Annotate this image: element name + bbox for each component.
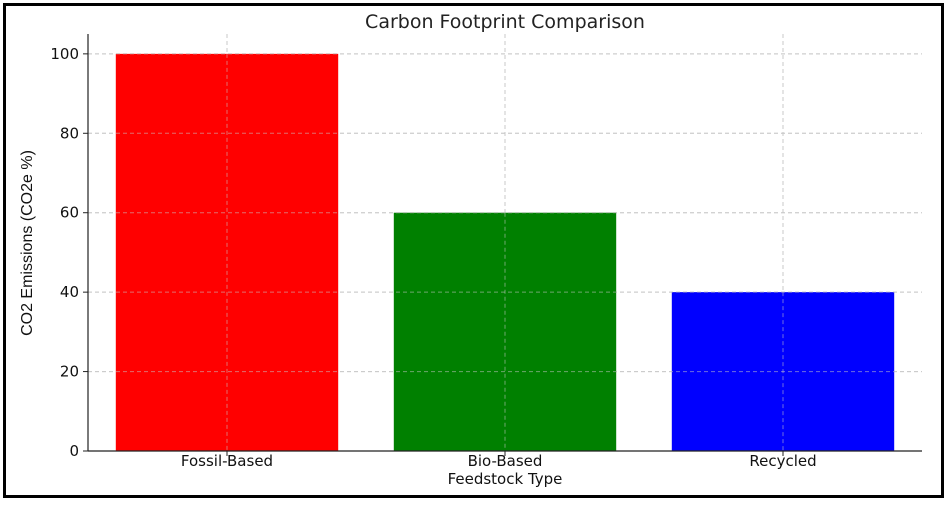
y-tick-label: 0 [69, 442, 79, 460]
x-tick-label: Fossil-Based [181, 452, 273, 470]
y-axis-label: CO2 Emissions (CO2e %) [19, 150, 36, 336]
axes: 0 20 40 60 80 100 Fossil-Based Bio-Based Recycle… [50, 34, 922, 470]
chart-title: Carbon Footprint Comparison [365, 11, 645, 33]
y-tick-label: 60 [60, 204, 79, 222]
x-tick-label: Bio-Based [468, 452, 543, 470]
y-tick-label: 100 [50, 45, 79, 63]
x-tick-label: Recycled [749, 452, 816, 470]
y-tick-label: 40 [60, 283, 79, 301]
y-tick-label: 80 [60, 124, 79, 142]
x-axis-label: Feedstock Type [448, 470, 563, 488]
y-tick-label: 20 [60, 363, 79, 381]
bars [88, 53, 922, 452]
